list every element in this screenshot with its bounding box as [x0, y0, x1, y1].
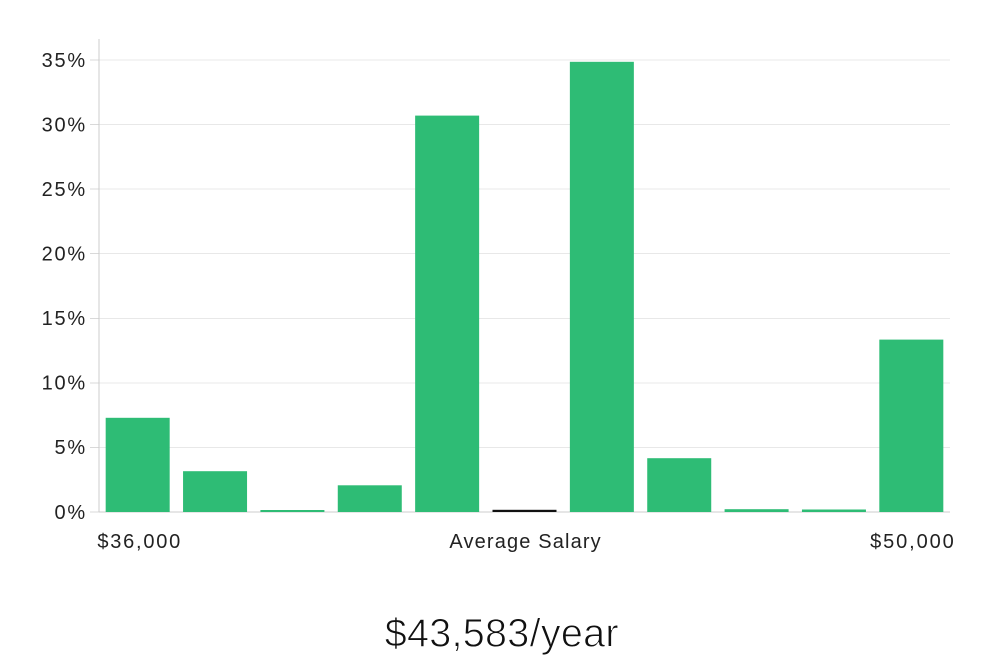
- svg-text:20%: 20%: [42, 244, 87, 266]
- svg-text:25%: 25%: [42, 179, 87, 201]
- svg-text:$43,583/year: $43,583/year: [385, 612, 619, 656]
- svg-text:$50,000: $50,000: [870, 531, 956, 553]
- svg-text:5%: 5%: [54, 437, 87, 459]
- svg-text:15%: 15%: [42, 308, 87, 330]
- svg-text:Average Salary: Average Salary: [449, 531, 601, 553]
- svg-text:0%: 0%: [54, 502, 87, 524]
- svg-text:10%: 10%: [42, 373, 87, 395]
- svg-text:30%: 30%: [42, 114, 87, 136]
- svg-text:35%: 35%: [42, 50, 87, 72]
- svg-text:$36,000: $36,000: [97, 531, 182, 553]
